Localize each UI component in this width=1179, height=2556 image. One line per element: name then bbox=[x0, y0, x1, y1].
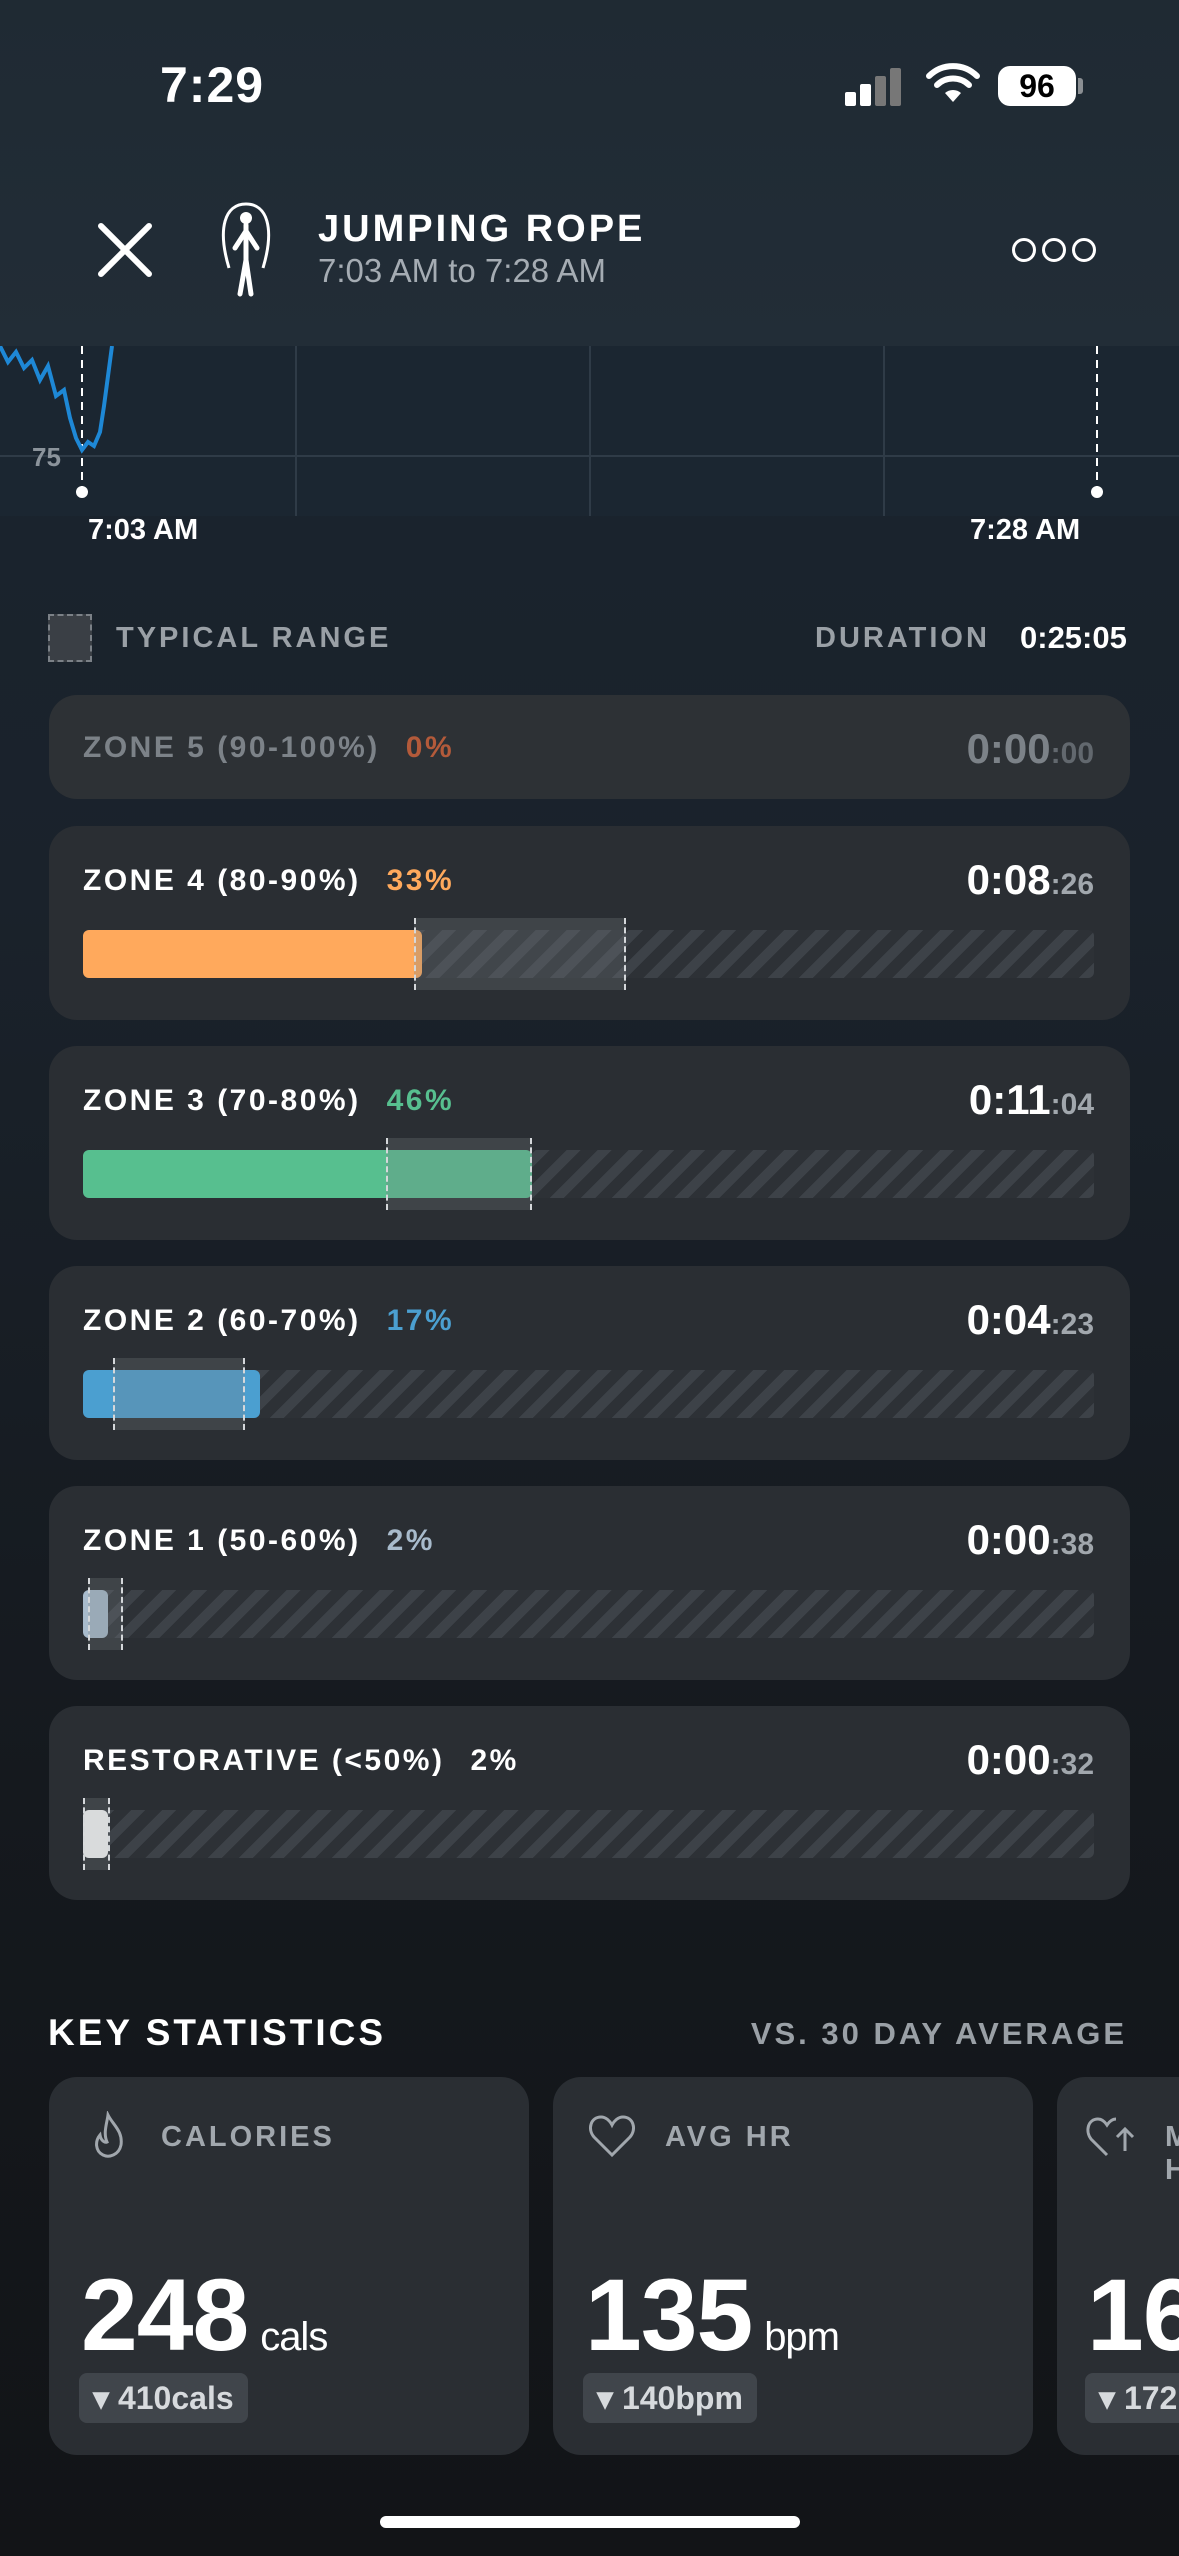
chart-y-label: 75 bbox=[32, 442, 61, 472]
stat-unit: bpm bbox=[764, 2315, 840, 2359]
typical-range-label: TYPICAL RANGE bbox=[116, 622, 392, 654]
stat-label: AVG HR bbox=[665, 2121, 794, 2153]
heart-icon bbox=[589, 2115, 635, 2158]
zone-bar-fill bbox=[83, 1150, 532, 1198]
zone-duration: 0:11:04 bbox=[968, 1076, 1094, 1123]
stat-value: 248 cals bbox=[81, 2258, 328, 2372]
zone-percent: 46% bbox=[386, 1084, 455, 1117]
stat-label: MAX HR bbox=[1165, 2121, 1179, 2186]
workout-time-range: 7:03 AM to 7:28 AM bbox=[318, 252, 607, 289]
zone-name: ZONE 2 (60-70%) bbox=[83, 1304, 361, 1337]
chart-end-time: 7:28 AM bbox=[970, 514, 1081, 546]
zone-label: ZONE 4 (80-90%) 33% bbox=[83, 864, 454, 898]
typical-range-swatch bbox=[48, 614, 92, 662]
stat-card-avg-hr[interactable]: AVG HR 135 bpm ▾ 140bpm bbox=[553, 2077, 1033, 2455]
status-time: 7:29 bbox=[160, 57, 265, 113]
zone-bar-fill bbox=[83, 1810, 109, 1858]
zone-label: RESTORATIVE (<50%) 2% bbox=[83, 1744, 519, 1778]
key-statistics-title: KEY STATISTICS bbox=[48, 2012, 387, 2053]
zone-duration: 0:00:38 bbox=[966, 1516, 1094, 1563]
zone-label: ZONE 2 (60-70%) 17% bbox=[83, 1304, 454, 1338]
home-indicator[interactable] bbox=[380, 2516, 800, 2528]
typical-range-marker bbox=[386, 1138, 532, 1210]
zone-bar-track bbox=[83, 1138, 1094, 1210]
zone-percent: 2% bbox=[470, 1744, 519, 1777]
zone-name: RESTORATIVE (<50%) bbox=[83, 1744, 445, 1777]
zone-bar-track bbox=[83, 1798, 1094, 1870]
wifi-icon bbox=[926, 63, 980, 102]
battery-tip bbox=[1078, 78, 1083, 94]
zone-percent: 33% bbox=[386, 864, 455, 897]
stat-card-max-hr[interactable]: MAX HR 16 ▾ 172 bbox=[1057, 2077, 1179, 2455]
jump-rope-icon bbox=[221, 202, 271, 297]
zone-label: ZONE 1 (50-60%) 2% bbox=[83, 1524, 435, 1558]
more-options-icon[interactable] bbox=[1012, 236, 1096, 262]
zone-bar-fill bbox=[83, 1370, 260, 1418]
workout-title: JUMPING ROPE bbox=[318, 208, 646, 250]
zone-percent: 2% bbox=[386, 1524, 435, 1557]
zone-duration: 0:00:32 bbox=[966, 1736, 1094, 1783]
duration-value: 0:25:05 bbox=[1020, 620, 1127, 655]
zone-duration: 0:04:23 bbox=[966, 1296, 1094, 1343]
typical-range-marker bbox=[83, 1798, 111, 1870]
zone-duration: 0:00:00 bbox=[966, 725, 1094, 772]
zone-duration: 0:08:26 bbox=[966, 856, 1094, 903]
zone-percent: 17% bbox=[386, 1304, 455, 1337]
typical-range-marker bbox=[88, 1578, 124, 1650]
zone-name: ZONE 3 (70-80%) bbox=[83, 1084, 361, 1117]
zone-card[interactable]: ZONE 1 (50-60%) 2% 0:00:38 bbox=[49, 1486, 1130, 1680]
zone-bar-track bbox=[83, 1358, 1094, 1430]
zone-bar-fill bbox=[83, 930, 422, 978]
chart-grid bbox=[0, 346, 1179, 516]
flame-icon bbox=[95, 2111, 123, 2158]
stat-average-badge: ▾ 140bpm bbox=[583, 2373, 757, 2423]
zone-card[interactable]: RESTORATIVE (<50%) 2% 0:00:32 bbox=[49, 1706, 1130, 1900]
stat-label: CALORIES bbox=[161, 2121, 335, 2153]
zone-name: ZONE 5 (90-100%) bbox=[83, 731, 380, 764]
zone-name: ZONE 4 (80-90%) bbox=[83, 864, 361, 897]
cellular-signal-icon bbox=[845, 66, 905, 106]
heart-rate-chart: 75 bbox=[0, 346, 1179, 516]
zone-name: ZONE 1 (50-60%) bbox=[83, 1524, 361, 1557]
duration-label: DURATION bbox=[815, 622, 990, 654]
stat-value: 135 bpm bbox=[585, 2258, 840, 2372]
chart-start-time: 7:03 AM bbox=[88, 514, 199, 546]
zone-card[interactable]: ZONE 2 (60-70%) 17% 0:04:23 bbox=[49, 1266, 1130, 1460]
zone-percent: 0% bbox=[405, 731, 455, 764]
heart-up-icon bbox=[1086, 2117, 1135, 2157]
vs-average-label: VS. 30 DAY AVERAGE bbox=[750, 2016, 1127, 2051]
zone-bar-track bbox=[83, 1578, 1094, 1650]
stat-average-badge: ▾ 172 bbox=[1085, 2373, 1179, 2423]
typical-range-marker bbox=[113, 1358, 245, 1430]
stat-unit: cals bbox=[260, 2315, 328, 2359]
zone-bar-track bbox=[83, 918, 1094, 990]
zone-card[interactable]: ZONE 5 (90-100%) 0% 0:00:00 bbox=[49, 695, 1130, 799]
close-icon[interactable] bbox=[95, 220, 155, 280]
zone-bar-fill bbox=[83, 1590, 109, 1638]
zone-label: ZONE 5 (90-100%) 0% bbox=[83, 731, 454, 765]
stat-card-calories[interactable]: CALORIES 248 cals ▾ 410cals bbox=[49, 2077, 529, 2455]
zone-card[interactable]: ZONE 3 (70-80%) 46% 0:11:04 bbox=[49, 1046, 1130, 1240]
battery-level: 96 bbox=[998, 66, 1076, 106]
top-bar bbox=[0, 0, 1179, 346]
typical-range-marker bbox=[413, 918, 626, 990]
stat-average-badge: ▾ 410cals bbox=[79, 2373, 248, 2423]
stat-value: 16 bbox=[1087, 2258, 1179, 2372]
zone-label: ZONE 3 (70-80%) 46% bbox=[83, 1084, 454, 1118]
zone-card[interactable]: ZONE 4 (80-90%) 33% 0:08:26 bbox=[49, 826, 1130, 1020]
